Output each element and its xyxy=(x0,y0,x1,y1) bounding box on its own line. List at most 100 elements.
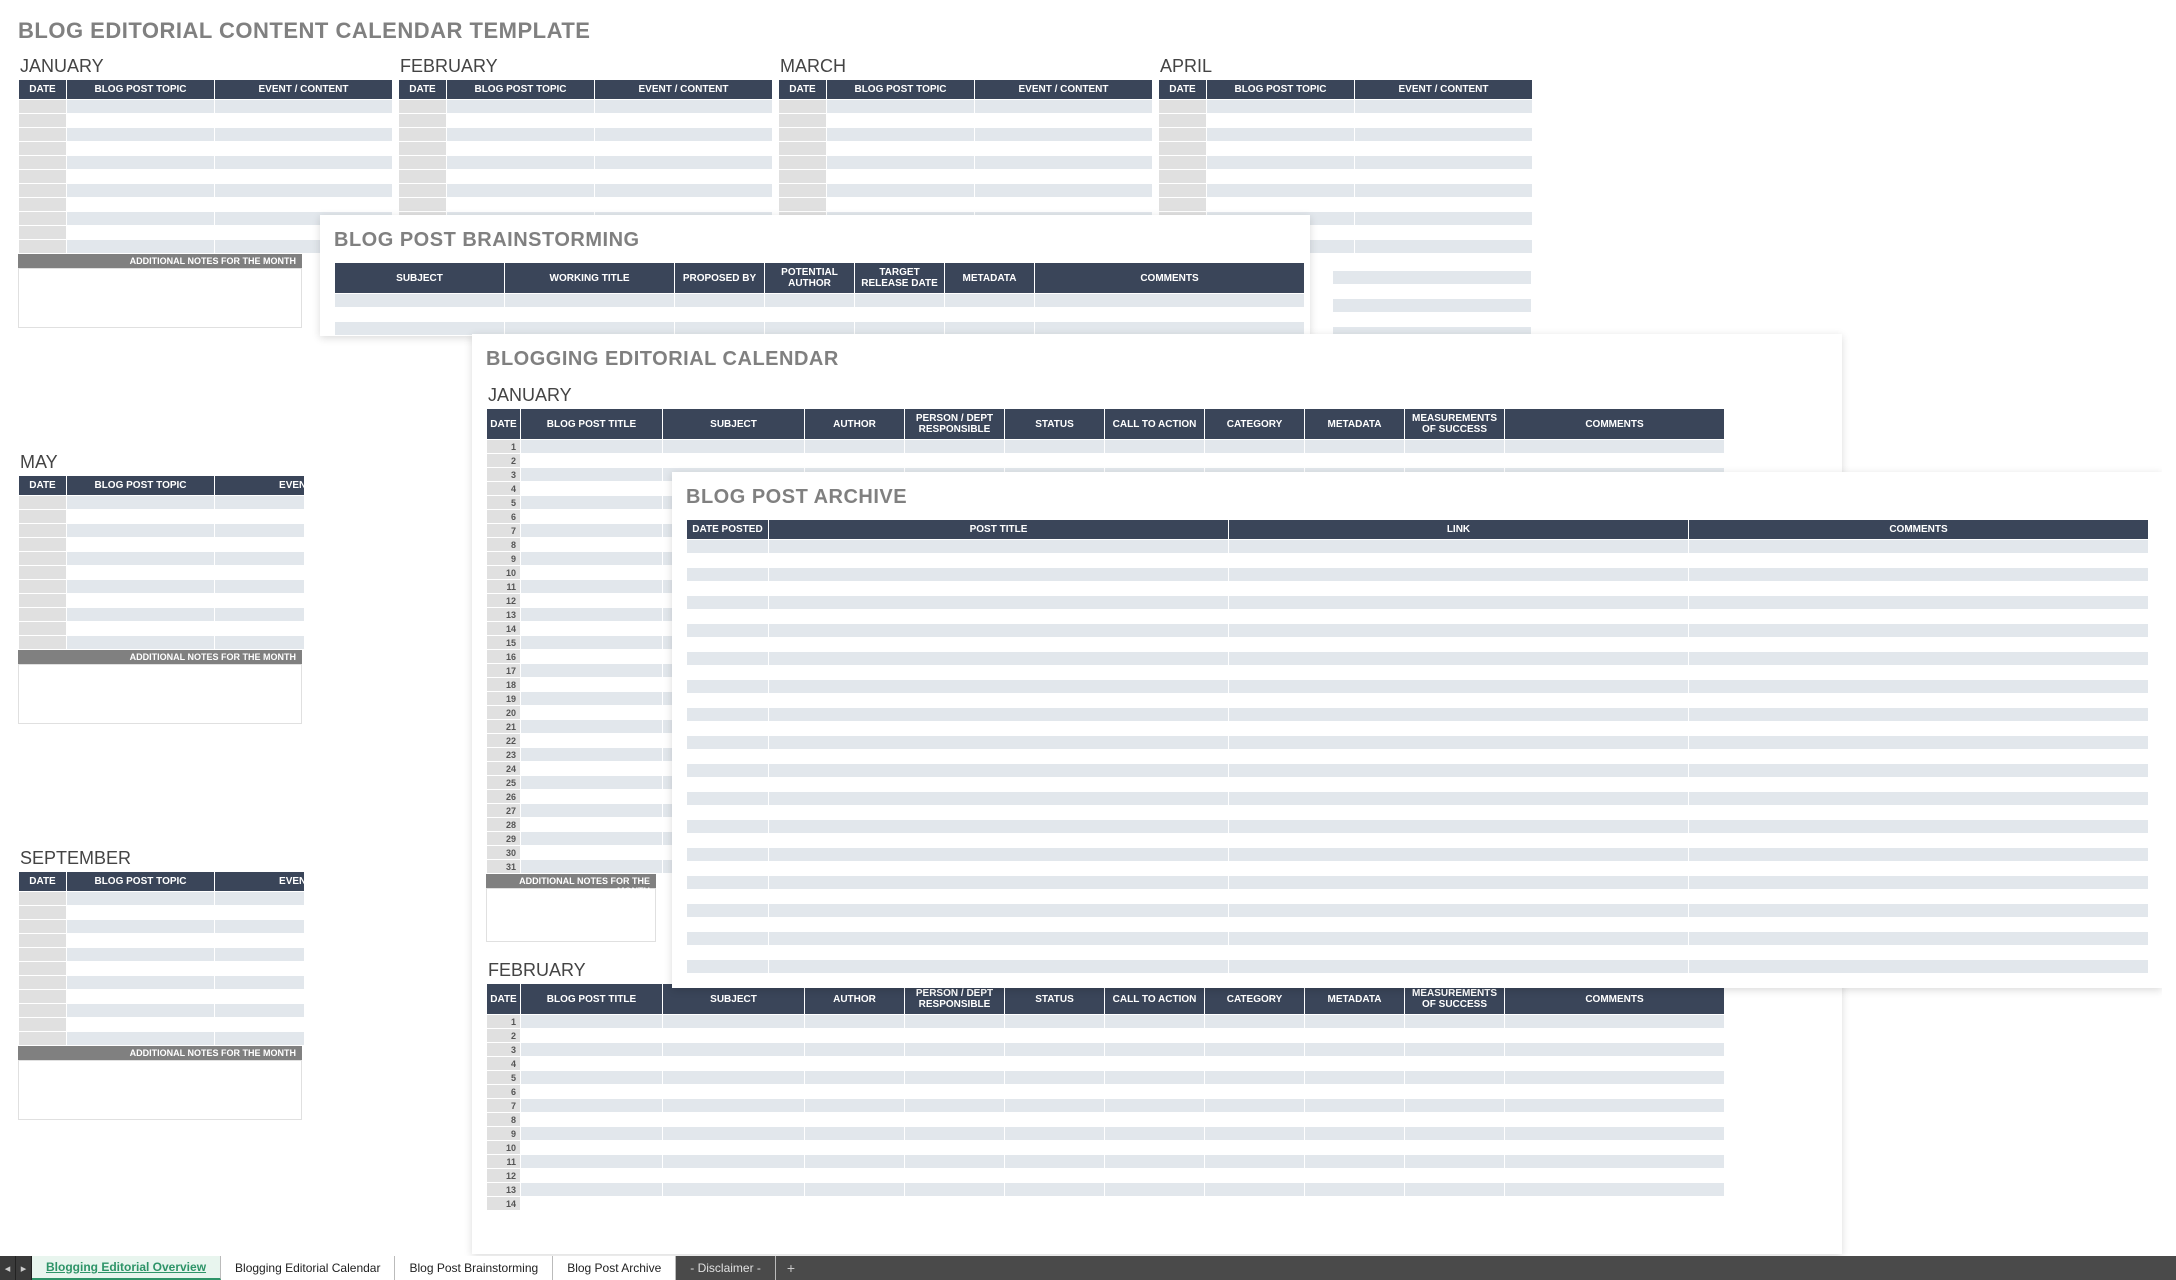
table-row[interactable] xyxy=(19,920,305,934)
table-row[interactable] xyxy=(779,170,1153,184)
table-row[interactable] xyxy=(687,876,2149,890)
notes-body[interactable] xyxy=(18,1060,302,1120)
table-row[interactable] xyxy=(687,708,2149,722)
table-row[interactable] xyxy=(399,128,773,142)
table-row[interactable] xyxy=(687,638,2149,652)
notes-body[interactable] xyxy=(18,268,302,328)
table-row[interactable] xyxy=(19,142,393,156)
table-row[interactable] xyxy=(19,184,393,198)
table-row[interactable] xyxy=(19,580,305,594)
table-row[interactable] xyxy=(687,918,2149,932)
table-row[interactable] xyxy=(779,198,1153,212)
table-row[interactable] xyxy=(19,636,305,650)
table-row[interactable] xyxy=(687,778,2149,792)
table-row[interactable] xyxy=(1159,114,1533,128)
table-row[interactable] xyxy=(19,524,305,538)
table-row[interactable] xyxy=(687,932,2149,946)
table-row[interactable]: 8 xyxy=(487,1113,1725,1127)
table-row[interactable] xyxy=(19,510,305,524)
table-row[interactable]: 2 xyxy=(487,1029,1725,1043)
table-row[interactable] xyxy=(19,1032,305,1046)
table-row[interactable] xyxy=(687,582,2149,596)
table-row[interactable] xyxy=(19,608,305,622)
table-row[interactable] xyxy=(399,156,773,170)
table-row[interactable]: 5 xyxy=(487,1071,1725,1085)
notes-body[interactable] xyxy=(486,888,656,942)
table-row[interactable] xyxy=(687,722,2149,736)
sheet-tab[interactable]: Blogging Editorial Overview xyxy=(32,1256,221,1280)
table-row[interactable] xyxy=(399,198,773,212)
table-row[interactable] xyxy=(19,566,305,580)
table-row[interactable] xyxy=(687,890,2149,904)
table-row[interactable] xyxy=(779,114,1153,128)
table-row[interactable] xyxy=(687,736,2149,750)
table-row[interactable] xyxy=(687,624,2149,638)
table-row[interactable]: 1 xyxy=(487,440,1725,454)
table-row[interactable]: 3 xyxy=(487,1043,1725,1057)
table-row[interactable] xyxy=(1159,128,1533,142)
table-row[interactable] xyxy=(19,990,305,1004)
table-row[interactable] xyxy=(19,156,393,170)
table-row[interactable] xyxy=(19,594,305,608)
table-row[interactable] xyxy=(19,948,305,962)
table-row[interactable]: 12 xyxy=(487,1169,1725,1183)
table-row[interactable] xyxy=(779,100,1153,114)
table-row[interactable] xyxy=(687,610,2149,624)
table-row[interactable] xyxy=(1159,100,1533,114)
table-row[interactable] xyxy=(1159,156,1533,170)
sheet-tab[interactable]: Blog Post Archive xyxy=(553,1256,676,1280)
table-row[interactable] xyxy=(399,142,773,156)
table-row[interactable] xyxy=(779,142,1153,156)
table-row[interactable]: 4 xyxy=(487,1057,1725,1071)
table-row[interactable] xyxy=(779,156,1153,170)
table-row[interactable] xyxy=(19,170,393,184)
table-row[interactable] xyxy=(19,962,305,976)
table-row[interactable]: 9 xyxy=(487,1127,1725,1141)
table-row[interactable] xyxy=(687,666,2149,680)
table-row[interactable] xyxy=(1159,142,1533,156)
sheet-tab[interactable]: Blog Post Brainstorming xyxy=(395,1256,553,1280)
table-row[interactable] xyxy=(335,308,1305,322)
table-row[interactable] xyxy=(19,100,393,114)
table-row[interactable] xyxy=(399,100,773,114)
table-row[interactable] xyxy=(779,128,1153,142)
table-row[interactable] xyxy=(687,834,2149,848)
table-row[interactable] xyxy=(19,892,305,906)
notes-body[interactable] xyxy=(18,664,302,724)
table-row[interactable]: 7 xyxy=(487,1099,1725,1113)
table-row[interactable] xyxy=(19,198,393,212)
table-row[interactable] xyxy=(687,792,2149,806)
tab-scroll-right[interactable]: ▸ xyxy=(16,1256,32,1280)
tab-scroll-left[interactable]: ◂ xyxy=(0,1256,16,1280)
table-row[interactable] xyxy=(687,960,2149,974)
table-row[interactable] xyxy=(19,906,305,920)
table-row[interactable] xyxy=(687,862,2149,876)
table-row[interactable] xyxy=(687,974,2149,988)
table-row[interactable] xyxy=(687,540,2149,554)
table-row[interactable] xyxy=(779,184,1153,198)
table-row[interactable] xyxy=(399,184,773,198)
table-row[interactable] xyxy=(1159,184,1533,198)
table-row[interactable] xyxy=(399,170,773,184)
table-row[interactable] xyxy=(335,294,1305,308)
table-row[interactable] xyxy=(687,946,2149,960)
table-row[interactable]: 10 xyxy=(487,1141,1725,1155)
table-row[interactable] xyxy=(687,694,2149,708)
table-row[interactable] xyxy=(19,1004,305,1018)
table-row[interactable] xyxy=(687,764,2149,778)
table-row[interactable] xyxy=(19,622,305,636)
table-row[interactable] xyxy=(19,538,305,552)
table-row[interactable] xyxy=(687,554,2149,568)
table-row[interactable] xyxy=(19,114,393,128)
table-row[interactable] xyxy=(687,680,2149,694)
table-row[interactable] xyxy=(687,806,2149,820)
table-row[interactable] xyxy=(1159,198,1533,212)
table-row[interactable]: 2 xyxy=(487,454,1725,468)
tab-add[interactable]: + xyxy=(776,1256,806,1280)
table-row[interactable]: 11 xyxy=(487,1155,1725,1169)
table-row[interactable] xyxy=(19,552,305,566)
table-row[interactable]: 14 xyxy=(487,1197,1725,1211)
table-row[interactable] xyxy=(19,128,393,142)
table-row[interactable] xyxy=(687,652,2149,666)
table-row[interactable] xyxy=(19,976,305,990)
